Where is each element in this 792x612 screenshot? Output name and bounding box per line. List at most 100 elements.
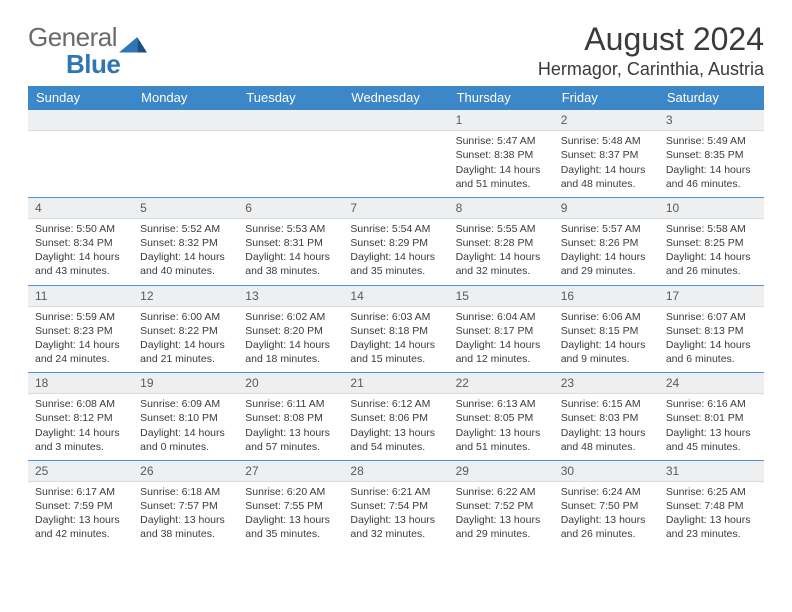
day-cell: 16Sunrise: 6:06 AMSunset: 8:15 PMDayligh…: [554, 286, 659, 373]
header-row: General Blue August 2024 Hermagor, Carin…: [28, 22, 764, 80]
logo-arrow-icon: [119, 31, 147, 53]
daylight-line: Daylight: 14 hours and 12 minutes.: [456, 338, 547, 366]
day-content: Sunrise: 5:52 AMSunset: 8:32 PMDaylight:…: [133, 219, 238, 285]
day-content: [343, 131, 448, 140]
day-cell: 25Sunrise: 6:17 AMSunset: 7:59 PMDayligh…: [28, 461, 133, 548]
daylight-line: Daylight: 14 hours and 0 minutes.: [140, 426, 231, 454]
sunset-line: Sunset: 8:13 PM: [666, 324, 757, 338]
daylight-line: Daylight: 14 hours and 29 minutes.: [561, 250, 652, 278]
day-content: Sunrise: 6:08 AMSunset: 8:12 PMDaylight:…: [28, 394, 133, 460]
sunset-line: Sunset: 8:35 PM: [666, 148, 757, 162]
day-content: Sunrise: 6:12 AMSunset: 8:06 PMDaylight:…: [343, 394, 448, 460]
day-number: 4: [28, 198, 133, 219]
daylight-line: Daylight: 14 hours and 24 minutes.: [35, 338, 126, 366]
day-number: 20: [238, 373, 343, 394]
day-content: Sunrise: 5:55 AMSunset: 8:28 PMDaylight:…: [449, 219, 554, 285]
day-content: Sunrise: 5:59 AMSunset: 8:23 PMDaylight:…: [28, 307, 133, 373]
calendar-page: General Blue August 2024 Hermagor, Carin…: [0, 0, 792, 568]
sunset-line: Sunset: 8:29 PM: [350, 236, 441, 250]
day-number: [28, 110, 133, 131]
week-separator: [28, 460, 764, 461]
daylight-line: Daylight: 14 hours and 3 minutes.: [35, 426, 126, 454]
location-label: Hermagor, Carinthia, Austria: [538, 59, 764, 80]
sunset-line: Sunset: 8:32 PM: [140, 236, 231, 250]
day-header: Friday: [554, 86, 659, 110]
daylight-line: Daylight: 14 hours and 6 minutes.: [666, 338, 757, 366]
day-cell: 28Sunrise: 6:21 AMSunset: 7:54 PMDayligh…: [343, 461, 448, 548]
day-content: Sunrise: 6:22 AMSunset: 7:52 PMDaylight:…: [449, 482, 554, 548]
day-cell: 19Sunrise: 6:09 AMSunset: 8:10 PMDayligh…: [133, 373, 238, 460]
daylight-line: Daylight: 13 hours and 57 minutes.: [245, 426, 336, 454]
day-cell: 4Sunrise: 5:50 AMSunset: 8:34 PMDaylight…: [28, 198, 133, 285]
sunrise-line: Sunrise: 6:25 AM: [666, 485, 757, 499]
week-separator: [28, 285, 764, 286]
day-cell: 24Sunrise: 6:16 AMSunset: 8:01 PMDayligh…: [659, 373, 764, 460]
sunrise-line: Sunrise: 6:00 AM: [140, 310, 231, 324]
sunset-line: Sunset: 8:26 PM: [561, 236, 652, 250]
daylight-line: Daylight: 14 hours and 21 minutes.: [140, 338, 231, 366]
week-row: 4Sunrise: 5:50 AMSunset: 8:34 PMDaylight…: [28, 198, 764, 285]
day-content: Sunrise: 6:17 AMSunset: 7:59 PMDaylight:…: [28, 482, 133, 548]
sunrise-line: Sunrise: 6:24 AM: [561, 485, 652, 499]
sunset-line: Sunset: 7:54 PM: [350, 499, 441, 513]
sunset-line: Sunset: 8:12 PM: [35, 411, 126, 425]
day-number: 11: [28, 286, 133, 307]
day-number: 2: [554, 110, 659, 131]
day-number: 5: [133, 198, 238, 219]
day-content: Sunrise: 6:24 AMSunset: 7:50 PMDaylight:…: [554, 482, 659, 548]
sunset-line: Sunset: 8:18 PM: [350, 324, 441, 338]
day-content: Sunrise: 5:54 AMSunset: 8:29 PMDaylight:…: [343, 219, 448, 285]
day-content: Sunrise: 5:49 AMSunset: 8:35 PMDaylight:…: [659, 131, 764, 197]
sunrise-line: Sunrise: 5:50 AM: [35, 222, 126, 236]
day-header: Sunday: [28, 86, 133, 110]
day-content: Sunrise: 6:18 AMSunset: 7:57 PMDaylight:…: [133, 482, 238, 548]
sunrise-line: Sunrise: 5:57 AM: [561, 222, 652, 236]
day-content: Sunrise: 6:09 AMSunset: 8:10 PMDaylight:…: [133, 394, 238, 460]
day-content: Sunrise: 5:53 AMSunset: 8:31 PMDaylight:…: [238, 219, 343, 285]
day-cell: 14Sunrise: 6:03 AMSunset: 8:18 PMDayligh…: [343, 286, 448, 373]
daylight-line: Daylight: 13 hours and 23 minutes.: [666, 513, 757, 541]
sunset-line: Sunset: 8:03 PM: [561, 411, 652, 425]
sunset-line: Sunset: 7:48 PM: [666, 499, 757, 513]
day-content: Sunrise: 6:06 AMSunset: 8:15 PMDaylight:…: [554, 307, 659, 373]
day-number: 8: [449, 198, 554, 219]
day-header: Wednesday: [343, 86, 448, 110]
day-content: Sunrise: 6:04 AMSunset: 8:17 PMDaylight:…: [449, 307, 554, 373]
sunrise-line: Sunrise: 6:11 AM: [245, 397, 336, 411]
day-content: Sunrise: 6:11 AMSunset: 8:08 PMDaylight:…: [238, 394, 343, 460]
sunrise-line: Sunrise: 6:15 AM: [561, 397, 652, 411]
daylight-line: Daylight: 13 hours and 38 minutes.: [140, 513, 231, 541]
day-number: [343, 110, 448, 131]
day-content: Sunrise: 6:25 AMSunset: 7:48 PMDaylight:…: [659, 482, 764, 548]
sunrise-line: Sunrise: 5:53 AM: [245, 222, 336, 236]
day-content: Sunrise: 6:20 AMSunset: 7:55 PMDaylight:…: [238, 482, 343, 548]
day-cell: 9Sunrise: 5:57 AMSunset: 8:26 PMDaylight…: [554, 198, 659, 285]
sunset-line: Sunset: 7:50 PM: [561, 499, 652, 513]
day-cell: 8Sunrise: 5:55 AMSunset: 8:28 PMDaylight…: [449, 198, 554, 285]
day-number: 22: [449, 373, 554, 394]
daylight-line: Daylight: 14 hours and 9 minutes.: [561, 338, 652, 366]
sunrise-line: Sunrise: 5:49 AM: [666, 134, 757, 148]
sunrise-line: Sunrise: 6:13 AM: [456, 397, 547, 411]
sunrise-line: Sunrise: 5:52 AM: [140, 222, 231, 236]
daylight-line: Daylight: 13 hours and 48 minutes.: [561, 426, 652, 454]
day-cell: 5Sunrise: 5:52 AMSunset: 8:32 PMDaylight…: [133, 198, 238, 285]
day-number: 30: [554, 461, 659, 482]
week-row: 25Sunrise: 6:17 AMSunset: 7:59 PMDayligh…: [28, 461, 764, 548]
day-cell: 11Sunrise: 5:59 AMSunset: 8:23 PMDayligh…: [28, 286, 133, 373]
sunset-line: Sunset: 8:17 PM: [456, 324, 547, 338]
sunrise-line: Sunrise: 6:08 AM: [35, 397, 126, 411]
day-header: Tuesday: [238, 86, 343, 110]
day-content: Sunrise: 5:58 AMSunset: 8:25 PMDaylight:…: [659, 219, 764, 285]
day-number: 17: [659, 286, 764, 307]
day-number: 27: [238, 461, 343, 482]
day-cell: 23Sunrise: 6:15 AMSunset: 8:03 PMDayligh…: [554, 373, 659, 460]
day-number: 15: [449, 286, 554, 307]
daylight-line: Daylight: 13 hours and 51 minutes.: [456, 426, 547, 454]
day-cell: 6Sunrise: 5:53 AMSunset: 8:31 PMDaylight…: [238, 198, 343, 285]
page-title: August 2024: [538, 22, 764, 57]
week-row: 18Sunrise: 6:08 AMSunset: 8:12 PMDayligh…: [28, 373, 764, 460]
day-number: [238, 110, 343, 131]
sunrise-line: Sunrise: 6:20 AM: [245, 485, 336, 499]
sunset-line: Sunset: 7:59 PM: [35, 499, 126, 513]
